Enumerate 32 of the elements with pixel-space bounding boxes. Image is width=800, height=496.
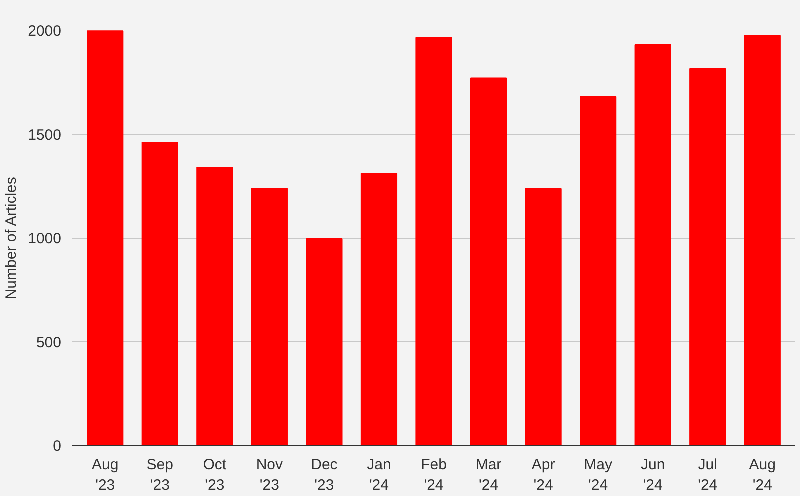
bar <box>416 37 452 446</box>
y-tick-label: 0 <box>53 438 62 455</box>
x-tick-label: Jun '24 <box>641 456 666 494</box>
x-tick-label: Aug '24 <box>749 456 776 494</box>
x-tick-label: Jan '24 <box>367 456 392 494</box>
bar <box>690 68 726 446</box>
bar <box>634 44 672 446</box>
bar <box>87 30 124 446</box>
x-tick-label: Sep '23 <box>146 456 174 494</box>
x-tick-label: Jul '24 <box>698 456 718 494</box>
bar <box>306 238 343 446</box>
x-tick-label: Feb '24 <box>421 456 447 494</box>
y-axis-title: Number of Articles <box>3 177 20 300</box>
x-tick-label: May '24 <box>584 456 613 494</box>
bar <box>142 142 178 446</box>
x-tick-label: Oct '23 <box>203 456 228 494</box>
x-tick-label: Apr '24 <box>532 456 556 494</box>
bar <box>525 188 562 446</box>
y-tick-label: 1000 <box>28 230 62 248</box>
x-tick-label: Mar '24 <box>476 456 502 494</box>
x-tick-label: Dec '23 <box>311 456 338 494</box>
bar <box>470 78 508 446</box>
bar <box>251 188 288 446</box>
bar <box>744 35 781 446</box>
y-tick-label: 1500 <box>28 126 62 144</box>
x-tick-label: Aug '23 <box>92 456 119 494</box>
x-tick-label: Nov '23 <box>256 456 284 494</box>
y-tick-label: 2000 <box>28 23 62 40</box>
bar <box>196 166 234 446</box>
bar <box>360 173 398 446</box>
y-tick-label: 500 <box>36 334 62 352</box>
bar <box>580 96 617 446</box>
